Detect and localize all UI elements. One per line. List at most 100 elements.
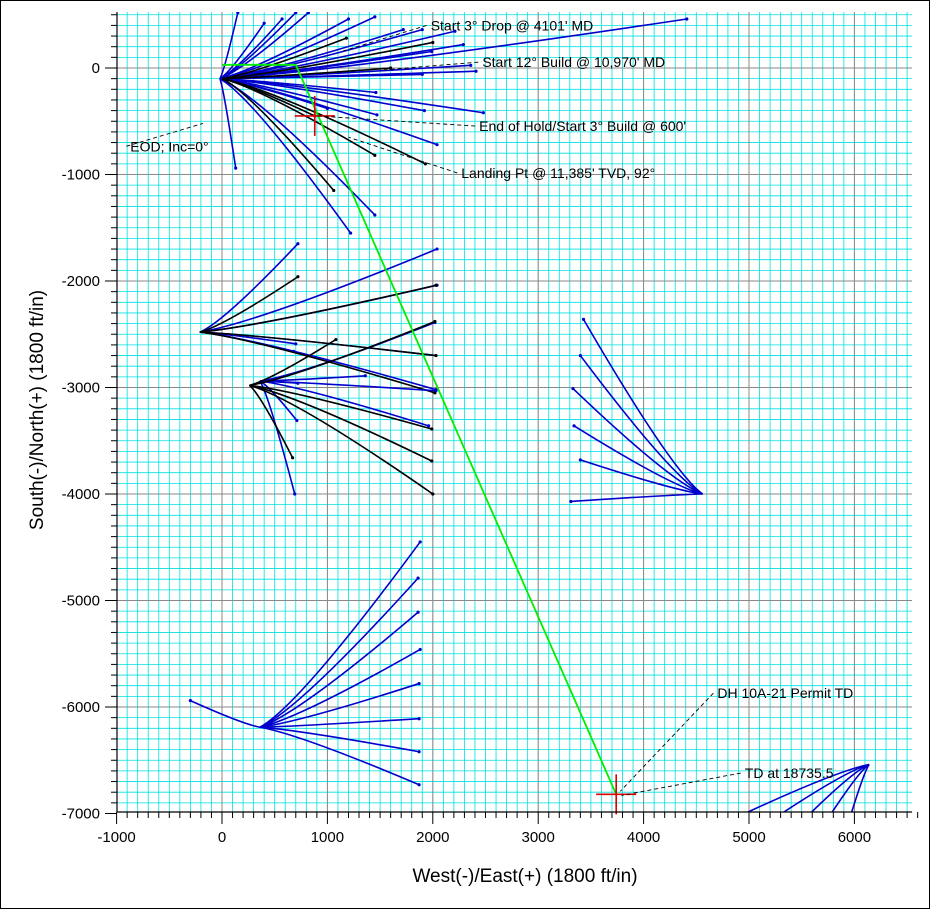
- well-end-point: [434, 353, 438, 358]
- well-path: [219, 78, 237, 169]
- well-path: [248, 384, 294, 459]
- well-path: [580, 459, 703, 495]
- well-end-point: [430, 427, 434, 431]
- well-end-point: [417, 717, 421, 721]
- x-tick-label: 5000: [732, 829, 765, 846]
- well-end-point: [293, 492, 297, 496]
- well-end-point: [294, 342, 298, 346]
- well-path: [219, 18, 349, 80]
- well-end-point: [188, 699, 192, 703]
- well-path: [199, 331, 436, 394]
- well-path: [199, 331, 437, 391]
- well-end-point: [375, 113, 379, 117]
- annotation-leader: [126, 122, 204, 147]
- well-end-point: [433, 319, 437, 324]
- well-end-point: [416, 610, 420, 614]
- well-end-point: [296, 275, 300, 279]
- well-end-point: [453, 29, 457, 33]
- x-tick-label: 2000: [416, 829, 449, 846]
- well-path: [259, 380, 296, 495]
- well-end-point: [426, 424, 431, 428]
- well-path: [259, 380, 429, 427]
- well-path: [219, 77, 352, 234]
- well-end-point: [430, 49, 434, 54]
- x-tick-label: 4000: [627, 829, 660, 846]
- well-path: [249, 338, 337, 387]
- well-end-point: [332, 188, 336, 193]
- x-tick-label: 0: [218, 829, 226, 846]
- well-end-point: [348, 231, 353, 235]
- well-end-point: [295, 418, 299, 423]
- well-path: [199, 248, 438, 333]
- well-end-point: [569, 499, 573, 504]
- annotation-leader: [348, 136, 458, 174]
- well-path: [249, 384, 433, 462]
- well-path: [259, 648, 421, 729]
- x-axis-title: West(-)/East(+) (1800 ft/in): [412, 866, 637, 887]
- well-path: [199, 284, 437, 333]
- well-end-point: [401, 28, 405, 32]
- well-path: [259, 717, 420, 729]
- annotation-leader: [621, 772, 741, 796]
- annotation-leader: [380, 61, 479, 71]
- y-axis-title: South(-)/North(+) (1800 ft/in): [27, 290, 48, 530]
- well-path: [573, 425, 703, 495]
- well-path: [199, 243, 299, 333]
- well-path: [259, 577, 419, 728]
- well-path: [221, 67, 391, 80]
- well-end-point: [346, 17, 351, 21]
- well-end-point: [374, 90, 378, 95]
- well-end-point: [417, 750, 421, 754]
- well-end-point: [578, 353, 582, 358]
- well-end-point: [416, 576, 420, 580]
- well-end-point: [236, 12, 240, 15]
- well-end-point: [417, 783, 421, 787]
- well-end-point: [344, 36, 348, 40]
- annotation-leader: [620, 692, 714, 792]
- well-end-point: [306, 12, 311, 15]
- well-path: [782, 763, 870, 812]
- x-tick-label: 6000: [838, 829, 871, 846]
- x-tick-label: -1000: [97, 829, 135, 846]
- well-end-point: [572, 424, 576, 428]
- well-path: [572, 387, 703, 495]
- y-tick-label: -3000: [62, 380, 100, 397]
- well-end-point: [373, 15, 377, 19]
- well-end-point: [418, 647, 422, 652]
- well-end-point: [420, 28, 424, 32]
- well-path: [199, 331, 437, 357]
- well-end-point: [363, 374, 367, 378]
- offset-well-paths: [188, 12, 870, 812]
- well-end-point: [481, 111, 485, 115]
- well-end-point: [418, 540, 422, 544]
- annotation-label: Landing Pt @ 11,385' TVD, 92°: [461, 165, 655, 181]
- well-path: [746, 763, 870, 812]
- well-end-point: [461, 42, 465, 47]
- well-end-point: [434, 283, 438, 287]
- well-path: [582, 318, 704, 495]
- well-end-point: [431, 492, 435, 496]
- annotations: Start 3° Drop @ 4101' MD Start 12° Build …: [126, 17, 853, 796]
- well-path: [219, 12, 297, 80]
- well-end-point: [434, 389, 438, 393]
- well-end-point: [469, 63, 473, 67]
- planned-well-line: [222, 63, 618, 795]
- well-end-point: [262, 21, 266, 25]
- well-path: [249, 320, 436, 387]
- well-end-point: [417, 681, 421, 686]
- annotation-label: EOD; Inc=0°: [130, 138, 208, 154]
- well-end-point: [571, 386, 575, 391]
- well-end-point: [234, 166, 238, 170]
- annotation-leader: [316, 115, 476, 127]
- well-path: [259, 682, 420, 729]
- annotation-label: Start 3° Drop @ 4101' MD: [431, 17, 594, 33]
- x-tick-label: 1000: [311, 829, 344, 846]
- axes: -1000 0 1000 2000 3000 4000 5000 6000 0 -1000 -200…: [62, 12, 919, 846]
- well-end-point: [474, 69, 478, 73]
- grid: [117, 12, 912, 812]
- well-end-point: [435, 143, 439, 147]
- well-end-point: [685, 17, 689, 21]
- y-tick-label: -4000: [62, 486, 100, 503]
- well-end-point: [430, 459, 434, 463]
- well-end-point: [581, 317, 586, 321]
